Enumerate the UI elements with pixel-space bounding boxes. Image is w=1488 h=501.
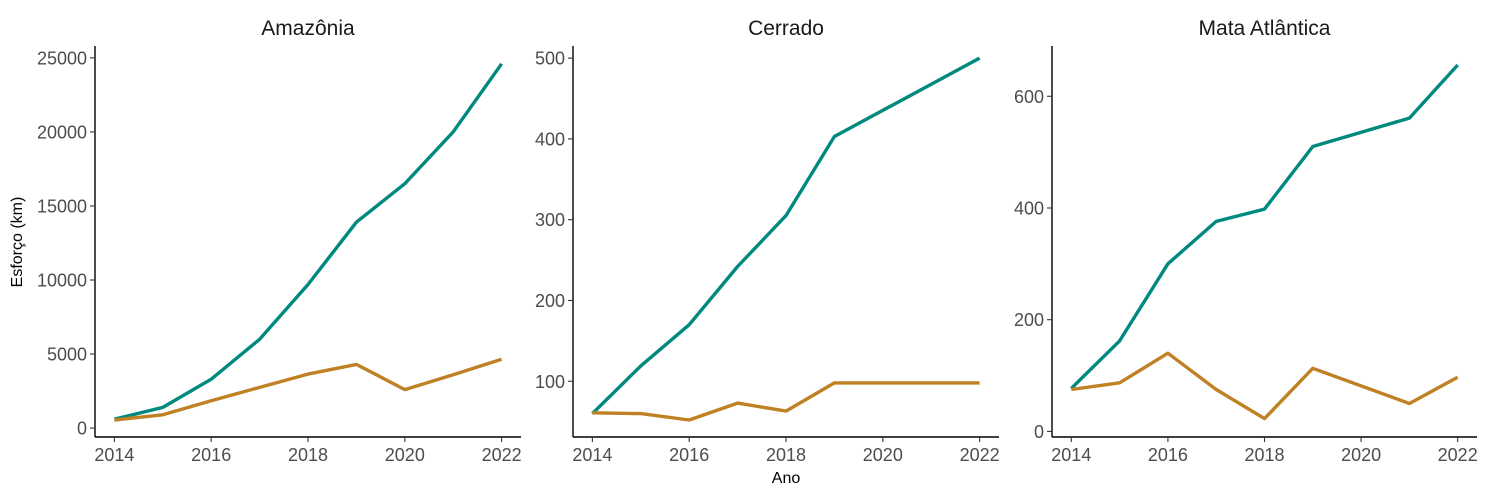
y-tick-label: 400 <box>1014 198 1044 218</box>
y-tick-label: 300 <box>535 210 565 230</box>
x-tick-label: 2018 <box>1244 445 1284 465</box>
x-tick-label: 2014 <box>94 445 134 465</box>
series-line-0 <box>1070 63 1459 390</box>
x-tick-label: 2018 <box>766 445 806 465</box>
series-line-1 <box>592 381 980 422</box>
panel-1: Cerrado 100 200 300 400 500 2014 2016 2018 2020 20… <box>535 17 1000 465</box>
y-tick-label: 500 <box>535 49 565 69</box>
panel-title: Cerrado <box>748 17 824 40</box>
y-tick-label: 200 <box>535 291 565 311</box>
y-tick-label: 5000 <box>47 345 87 365</box>
y-tick-label: 400 <box>535 129 565 149</box>
x-tick-label: 2020 <box>1341 445 1381 465</box>
y-tick-label: 600 <box>1014 87 1044 107</box>
x-tick-label: 2016 <box>191 445 231 465</box>
series-line-1 <box>114 357 503 422</box>
y-axis-title: Esforço (km) <box>9 197 26 288</box>
panel-0: Amazônia 0 5000 10000 15000 20000 25000 2014 201… <box>37 17 522 465</box>
panel-title: Mata Atlântica <box>1199 17 1331 40</box>
x-tick-label: 2016 <box>1148 445 1188 465</box>
y-tick-label: 0 <box>1034 422 1044 442</box>
y-tick-label: 15000 <box>37 196 87 216</box>
y-tick-label: 200 <box>1014 310 1044 330</box>
x-tick-label: 2022 <box>960 445 1000 465</box>
x-tick-label: 2016 <box>669 445 709 465</box>
y-tick-label: 0 <box>77 419 87 439</box>
x-tick-label: 2022 <box>1438 445 1478 465</box>
y-tick-label: 20000 <box>37 122 87 142</box>
x-tick-label: 2014 <box>572 445 612 465</box>
series-line-1 <box>1071 351 1459 421</box>
x-tick-label: 2020 <box>863 445 903 465</box>
series-line-0 <box>113 62 503 421</box>
y-tick-label: 10000 <box>37 271 87 291</box>
y-tick-label: 25000 <box>37 48 87 68</box>
x-tick-label: 2014 <box>1051 445 1091 465</box>
series-line-0 <box>591 56 981 415</box>
x-axis-title: Ano <box>772 470 801 487</box>
panel-title: Amazônia <box>261 17 355 40</box>
panel-2: Mata Atlântica 0 200 400 600 2014 2016 2018 2020… <box>1014 17 1478 465</box>
x-tick-label: 2020 <box>385 445 425 465</box>
y-tick-label: 100 <box>535 372 565 392</box>
x-tick-label: 2018 <box>288 445 328 465</box>
x-tick-label: 2022 <box>482 445 522 465</box>
